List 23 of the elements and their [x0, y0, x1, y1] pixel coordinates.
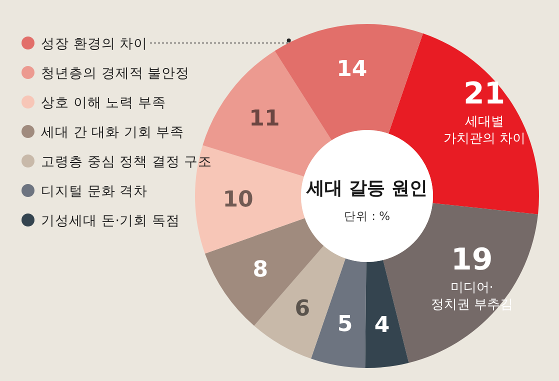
data-label: 6 — [294, 296, 310, 322]
data-label: 8 — [252, 258, 268, 283]
text: 단위 : % — [344, 209, 390, 223]
data-label: 4 — [374, 313, 390, 338]
data-label: 5 — [337, 312, 353, 338]
text: 세대 갈등 원인 — [306, 178, 428, 199]
legend-label: 디지털 문화 격차 — [41, 184, 148, 200]
slice-label: 세대별 가치관의 차이 — [443, 114, 526, 146]
donut-slice — [365, 260, 409, 368]
data-label: 19 — [450, 242, 493, 278]
data-label: 14 — [336, 56, 368, 82]
data-label: 11 — [249, 106, 280, 132]
legend-label: 성장 환경의 차이 — [41, 36, 148, 52]
legend-label: 기성세대 돈·기회 독점 — [41, 213, 180, 229]
donut-slice — [204, 218, 324, 326]
legend-label: 청년층의 경제적 불안정 — [41, 66, 190, 82]
data-label: 21 — [463, 76, 506, 112]
legend-label: 상호 이해 노력 부족 — [41, 95, 166, 111]
donut-slice — [311, 258, 366, 368]
donut-slice — [388, 33, 539, 214]
legend-label: 고령층 중심 정책 결정 구조 — [41, 154, 212, 170]
legend-label: 세대 간 대화 기회 부족 — [41, 124, 184, 140]
data-label: 10 — [222, 188, 254, 213]
